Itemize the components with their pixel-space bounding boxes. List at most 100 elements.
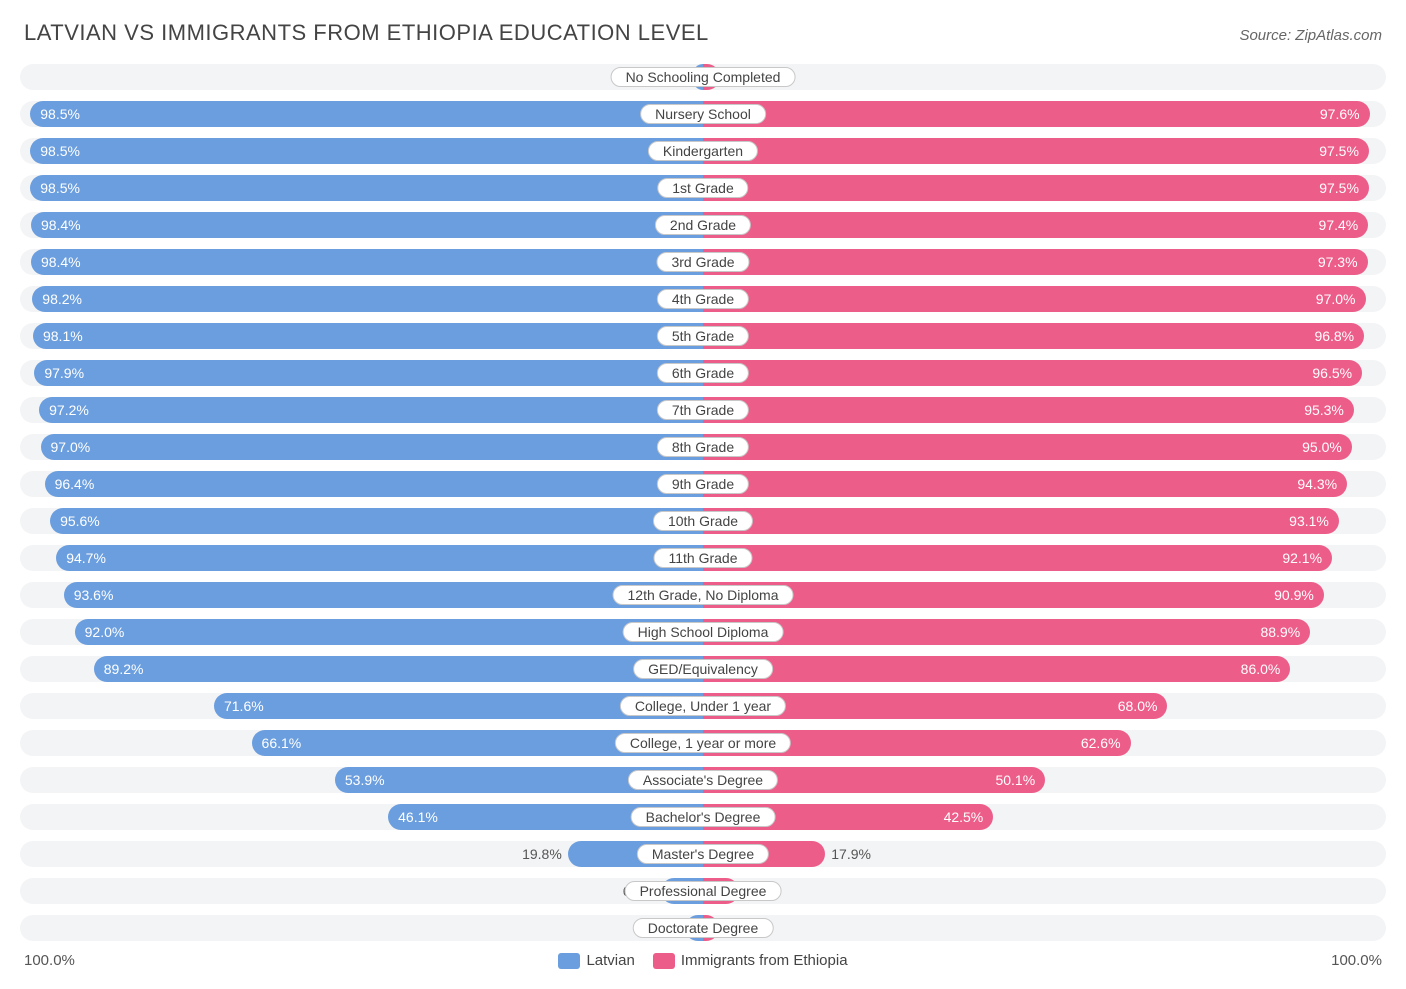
bar-right: 88.9% bbox=[703, 619, 1310, 645]
chart-row: 97.9% 96.5% 6th Grade bbox=[20, 360, 1386, 386]
bar-right: 97.4% bbox=[703, 212, 1368, 238]
value-right: 94.3% bbox=[1297, 476, 1337, 492]
value-left: 46.1% bbox=[398, 809, 438, 825]
category-label: Professional Degree bbox=[625, 881, 782, 901]
value-left: 98.5% bbox=[40, 143, 80, 159]
bar-left: 98.1% bbox=[33, 323, 703, 349]
value-right: 97.5% bbox=[1319, 180, 1359, 196]
category-label: Master's Degree bbox=[637, 844, 769, 864]
value-right: 97.0% bbox=[1316, 291, 1356, 307]
legend-label-right: Immigrants from Ethiopia bbox=[681, 952, 848, 969]
value-right: 42.5% bbox=[944, 809, 984, 825]
value-right: 95.3% bbox=[1304, 402, 1344, 418]
bar-left: 98.4% bbox=[31, 249, 703, 275]
bar-left: 92.0% bbox=[75, 619, 703, 645]
value-left: 98.5% bbox=[40, 106, 80, 122]
bar-left: 97.2% bbox=[39, 397, 703, 423]
value-right: 97.4% bbox=[1319, 217, 1359, 233]
value-right: 97.5% bbox=[1319, 143, 1359, 159]
category-label: 8th Grade bbox=[657, 437, 749, 457]
value-left: 98.2% bbox=[42, 291, 82, 307]
bar-left: 98.4% bbox=[31, 212, 703, 238]
value-right: 93.1% bbox=[1289, 513, 1329, 529]
bar-left: 97.9% bbox=[34, 360, 703, 386]
chart-row: 1.5%2.5%No Schooling Completed bbox=[20, 64, 1386, 90]
bar-left: 98.5% bbox=[30, 138, 703, 164]
chart-footer: 100.0% Latvian Immigrants from Ethiopia … bbox=[20, 952, 1386, 969]
bar-left: 95.6% bbox=[50, 508, 703, 534]
chart-row: 19.8%17.9%Master's Degree bbox=[20, 841, 1386, 867]
value-right: 97.3% bbox=[1318, 254, 1358, 270]
chart-row: 71.6% 68.0% College, Under 1 year bbox=[20, 693, 1386, 719]
axis-left-max: 100.0% bbox=[24, 952, 75, 969]
value-left: 94.7% bbox=[66, 550, 106, 566]
bar-right: 97.5% bbox=[703, 175, 1369, 201]
diverging-bar-chart: 1.5%2.5%No Schooling Completed 98.5% 97.6%… bbox=[20, 64, 1386, 941]
category-label: GED/Equivalency bbox=[633, 659, 773, 679]
legend-swatch-left bbox=[558, 953, 580, 969]
value-right: 17.9% bbox=[831, 846, 871, 862]
chart-row: 94.7% 92.1% 11th Grade bbox=[20, 545, 1386, 571]
value-right: 62.6% bbox=[1081, 735, 1121, 751]
bar-right: 90.9% bbox=[703, 582, 1324, 608]
bar-left: 98.5% bbox=[30, 101, 703, 127]
category-label: 12th Grade, No Diploma bbox=[613, 585, 794, 605]
bar-right: 97.0% bbox=[703, 286, 1366, 312]
value-left: 98.1% bbox=[43, 328, 83, 344]
chart-row: 93.6%90.9%12th Grade, No Diploma bbox=[20, 582, 1386, 608]
value-left: 96.4% bbox=[55, 476, 95, 492]
category-label: 10th Grade bbox=[653, 511, 753, 531]
bar-right: 95.3% bbox=[703, 397, 1354, 423]
bar-right: 92.1% bbox=[703, 545, 1332, 571]
value-right: 96.8% bbox=[1314, 328, 1354, 344]
bar-right: 97.3% bbox=[703, 249, 1368, 275]
bar-left: 98.2% bbox=[32, 286, 703, 312]
value-left: 89.2% bbox=[104, 661, 144, 677]
value-left: 97.2% bbox=[49, 402, 89, 418]
chart-row: 98.4% 97.3% 3rd Grade bbox=[20, 249, 1386, 275]
value-right: 92.1% bbox=[1282, 550, 1322, 566]
bar-left: 96.4% bbox=[45, 471, 703, 497]
category-label: Doctorate Degree bbox=[633, 918, 774, 938]
value-right: 68.0% bbox=[1118, 698, 1158, 714]
value-left: 53.9% bbox=[345, 772, 385, 788]
bar-left: 93.6% bbox=[64, 582, 703, 608]
chart-row: 98.2% 97.0% 4th Grade bbox=[20, 286, 1386, 312]
chart-row: 66.1%62.6%College, 1 year or more bbox=[20, 730, 1386, 756]
bar-left: 98.5% bbox=[30, 175, 703, 201]
category-label: Kindergarten bbox=[648, 141, 758, 161]
chart-row: 53.9%50.1%Associate's Degree bbox=[20, 767, 1386, 793]
category-label: 4th Grade bbox=[657, 289, 749, 309]
category-label: 11th Grade bbox=[653, 548, 752, 568]
category-label: 9th Grade bbox=[657, 474, 749, 494]
value-right: 96.5% bbox=[1312, 365, 1352, 381]
bar-right: 86.0% bbox=[703, 656, 1290, 682]
axis-right-max: 100.0% bbox=[1331, 952, 1382, 969]
category-label: High School Diploma bbox=[623, 622, 784, 642]
bar-left: 89.2% bbox=[94, 656, 703, 682]
chart-row: 98.1%96.8%5th Grade bbox=[20, 323, 1386, 349]
bar-right: 93.1% bbox=[703, 508, 1339, 534]
chart-row: 98.5% 97.5% Kindergarten bbox=[20, 138, 1386, 164]
category-label: 6th Grade bbox=[657, 363, 749, 383]
value-right: 50.1% bbox=[995, 772, 1035, 788]
value-left: 98.5% bbox=[40, 180, 80, 196]
value-left: 71.6% bbox=[224, 698, 264, 714]
chart-row: 95.6% 93.1% 10th Grade bbox=[20, 508, 1386, 534]
chart-row: 98.5%97.5%1st Grade bbox=[20, 175, 1386, 201]
chart-row: 92.0%88.9%High School Diploma bbox=[20, 619, 1386, 645]
category-label: 3rd Grade bbox=[656, 252, 749, 272]
bar-left: 94.7% bbox=[56, 545, 703, 571]
value-left: 95.6% bbox=[60, 513, 100, 529]
legend: Latvian Immigrants from Ethiopia bbox=[558, 952, 847, 969]
value-right: 95.0% bbox=[1302, 439, 1342, 455]
value-left: 66.1% bbox=[262, 735, 302, 751]
chart-header: LATVIAN VS IMMIGRANTS FROM ETHIOPIA EDUC… bbox=[20, 20, 1386, 46]
value-left: 98.4% bbox=[41, 217, 81, 233]
value-right: 86.0% bbox=[1241, 661, 1281, 677]
value-left: 97.0% bbox=[51, 439, 91, 455]
value-right: 97.6% bbox=[1320, 106, 1360, 122]
bar-right: 96.5% bbox=[703, 360, 1362, 386]
legend-item-right: Immigrants from Ethiopia bbox=[653, 952, 848, 969]
category-label: College, Under 1 year bbox=[620, 696, 786, 716]
